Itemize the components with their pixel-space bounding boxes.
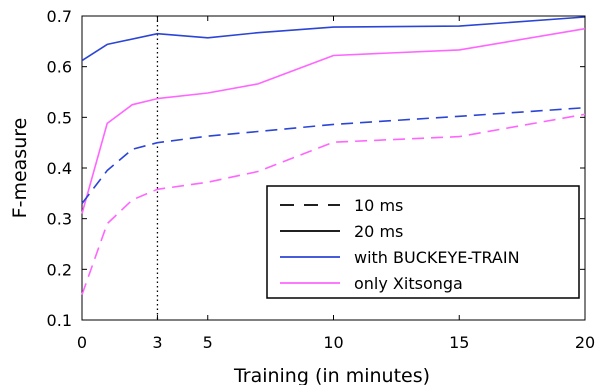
y-tick-label: 0.7: [47, 7, 72, 26]
y-tick-layer: 0.1 0.2 0.3 0.4 0.5 0.6 0.7: [47, 7, 585, 330]
series-layer: [81, 16, 586, 295]
series-line-xitsonga-dashed: [81, 113, 586, 295]
series-line-buckeye-solid: [81, 16, 586, 62]
y-tick-label: 0.6: [47, 58, 72, 77]
x-tick-label: 5: [203, 333, 213, 352]
y-tick-label: 0.2: [47, 260, 72, 279]
y-axis-title: F-measure: [9, 118, 31, 219]
legend-box: [266, 185, 580, 299]
x-tick-label: 0: [77, 333, 87, 352]
x-axis-title: Training (in minutes): [233, 365, 430, 385]
series-line-buckeye-dashed: [81, 106, 586, 204]
y-tick-label: 0.5: [47, 108, 72, 127]
legend-label: 10 ms: [354, 196, 403, 215]
y-tick-label: 0.3: [47, 210, 72, 229]
x-tick-label: 3: [152, 333, 162, 352]
legend: 10 ms 20 ms with BUCKEYE-TRAIN only Xitsong…: [266, 185, 580, 299]
x-tick-layer: 0 3 5 10 15 20: [77, 16, 595, 352]
legend-label: with BUCKEYE-TRAIN: [354, 248, 520, 267]
y-tick-label: 0.4: [47, 159, 72, 178]
series-line-xitsonga-solid: [81, 27, 586, 214]
legend-label: 20 ms: [354, 222, 403, 241]
y-tick-label: 0.1: [47, 311, 72, 330]
x-tick-label: 15: [449, 333, 469, 352]
x-tick-label: 20: [575, 333, 595, 352]
legend-label: only Xitsonga: [354, 274, 463, 293]
x-tick-label: 10: [323, 333, 343, 352]
